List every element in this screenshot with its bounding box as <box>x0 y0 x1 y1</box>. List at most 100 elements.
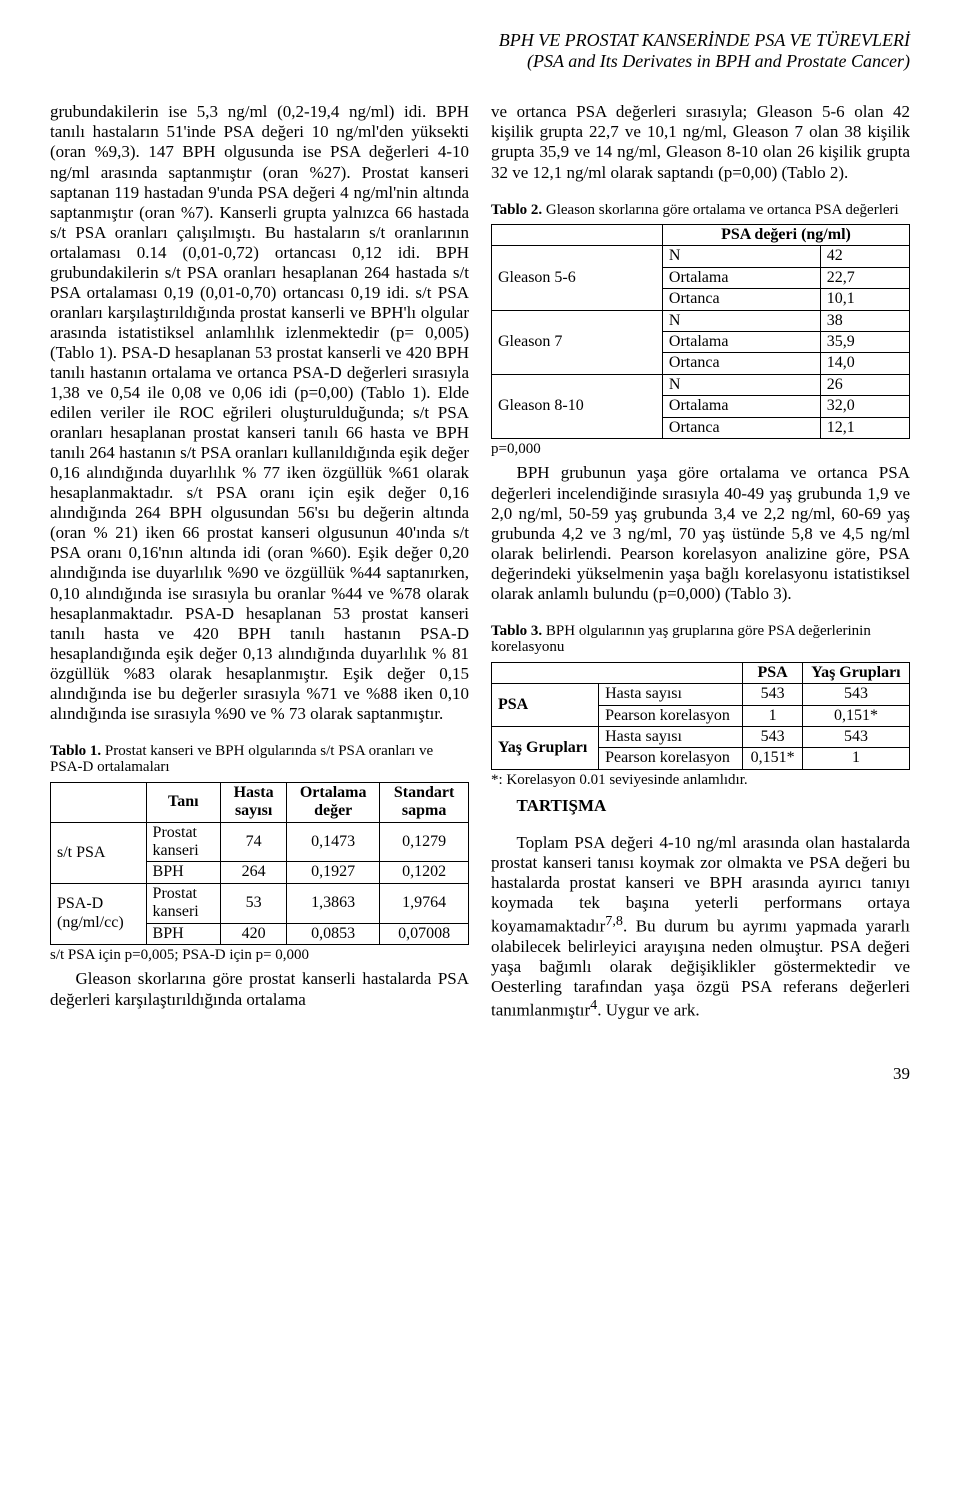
right-paragraph-1: ve ortanca PSA değerleri sırasıyla; Glea… <box>491 102 910 182</box>
table-cell: 42 <box>820 246 909 267</box>
left-column: grubundakilerin ise 5,3 ng/ml (0,2-19,4 … <box>50 85 469 1038</box>
table-cell: N <box>662 310 820 331</box>
table-2-caption-text: Gleason skorlarına göre ortalama ve orta… <box>542 202 899 218</box>
right-paragraph-2: BPH grubunun yaşa göre ortalama ve ortan… <box>491 463 910 603</box>
table-row: PSA-D (ng/ml/cc) Prostat kanseri 53 1,38… <box>51 883 469 923</box>
table-cell: N <box>662 246 820 267</box>
table-cell: Ortanca <box>662 417 820 438</box>
header-line-2: (PSA and Its Derivates in BPH and Prosta… <box>50 51 910 72</box>
table-3-caption: Tablo 3. BPH olgularının yaş gruplarına … <box>491 621 910 658</box>
table-cell: 0,1279 <box>380 822 469 862</box>
table-cell: Ortanca <box>662 289 820 310</box>
table-1-header-row: Tanı Hasta sayısı Ortalama değer Standar… <box>51 782 469 822</box>
table-3-container: Tablo 3. BPH olgularının yaş gruplarına … <box>491 621 910 788</box>
page-root: BPH VE PROSTAT KANSERİNDE PSA VE TÜREVLE… <box>0 0 960 1058</box>
table-1-h0 <box>51 782 147 822</box>
table-3-group-1: Yaş Grupları <box>492 726 599 769</box>
table-3: PSA Yaş Grupları PSA Hasta sayısı 543 54… <box>491 662 910 770</box>
table-3-footnote: *: Korelasyon 0.01 seviyesinde anlamlıdı… <box>491 772 910 789</box>
table-cell: 0,1473 <box>287 822 380 862</box>
table-cell: Prostat kanseri <box>146 883 221 923</box>
table-row: Yaş Grupları Hasta sayısı 543 543 <box>492 726 910 747</box>
table-3-col-psa: PSA <box>743 662 803 683</box>
table-3-header-row: PSA Yaş Grupları <box>492 662 910 683</box>
table-cell: N <box>662 374 820 395</box>
header-line-1: BPH VE PROSTAT KANSERİNDE PSA VE TÜREVLE… <box>50 30 910 51</box>
table-1-caption-label: Tablo 1. <box>50 743 101 759</box>
table-1-h2: Hasta sayısı <box>221 782 287 822</box>
right-paragraph-3: Toplam PSA değeri 4-10 ng/ml arasında ol… <box>491 833 910 1021</box>
table-2-super-header-row: PSA değeri (ng/ml) <box>492 225 910 246</box>
table-1-caption: Tablo 1. Prostat kanseri ve BPH olguları… <box>50 741 469 778</box>
table-cell: 543 <box>802 684 909 705</box>
table-2-footnote: p=0,000 <box>491 441 910 458</box>
table-cell: 1,9764 <box>380 883 469 923</box>
two-column-layout: grubundakilerin ise 5,3 ng/ml (0,2-19,4 … <box>50 85 910 1038</box>
table-cell: 543 <box>743 684 803 705</box>
table-cell: Ortalama <box>662 332 820 353</box>
table-1-h3: Ortalama değer <box>287 782 380 822</box>
table-cell: 38 <box>820 310 909 331</box>
table-2-caption-label: Tablo 2. <box>491 202 542 218</box>
table-1-group-1: PSA-D (ng/ml/cc) <box>51 883 147 944</box>
table-row: Gleason 5-6 N 42 <box>492 246 910 267</box>
left-paragraph-2: Gleason skorlarına göre prostat kanserli… <box>50 969 469 1009</box>
table-cell: 10,1 <box>820 289 909 310</box>
table-cell: Pearson korelasyon <box>599 705 743 726</box>
table-2: PSA değeri (ng/ml) Gleason 5-6 N 42 Orta… <box>491 224 910 439</box>
table-cell: 264 <box>221 862 287 883</box>
table-3-group-0: PSA <box>492 684 599 727</box>
table-cell: 543 <box>743 726 803 747</box>
left-paragraph-1: grubundakilerin ise 5,3 ng/ml (0,2-19,4 … <box>50 102 469 723</box>
table-1-container: Tablo 1. Prostat kanseri ve BPH olguları… <box>50 741 469 964</box>
table-3-caption-text: BPH olgularının yaş gruplarına göre PSA … <box>491 623 871 656</box>
section-heading-discussion: TARTIŞMA <box>491 796 910 816</box>
table-row: PSA Hasta sayısı 543 543 <box>492 684 910 705</box>
table-cell: BPH <box>146 862 221 883</box>
table-cell: 14,0 <box>820 353 909 374</box>
table-1-group-0: s/t PSA <box>51 822 147 883</box>
table-2-group-2: Gleason 8-10 <box>492 374 663 438</box>
table-1-caption-text: Prostat kanseri ve BPH olgularında s/t P… <box>50 743 433 776</box>
table-cell: BPH <box>146 923 221 944</box>
table-cell: 0,1202 <box>380 862 469 883</box>
table-row: Gleason 8-10 N 26 <box>492 374 910 395</box>
table-2-super-header: PSA değeri (ng/ml) <box>662 225 909 246</box>
table-cell: Hasta sayısı <box>599 684 743 705</box>
table-3-caption-label: Tablo 3. <box>491 623 542 639</box>
table-cell: Ortalama <box>662 267 820 288</box>
table-cell: Hasta sayısı <box>599 726 743 747</box>
table-1-h4: Standart sapma <box>380 782 469 822</box>
table-row: Gleason 7 N 38 <box>492 310 910 331</box>
running-header: BPH VE PROSTAT KANSERİNDE PSA VE TÜREVLE… <box>50 30 910 71</box>
table-2-group-1: Gleason 7 <box>492 310 663 374</box>
page-number: 39 <box>0 1058 960 1084</box>
table-cell: 1 <box>743 705 803 726</box>
table-cell: 0,151* <box>802 705 909 726</box>
table-cell: 0,1927 <box>287 862 380 883</box>
table-cell: 1 <box>802 748 909 769</box>
table-cell: 0,0853 <box>287 923 380 944</box>
table-row: s/t PSA Prostat kanseri 74 0,1473 0,1279 <box>51 822 469 862</box>
table-cell: 1,3863 <box>287 883 380 923</box>
table-cell: Prostat kanseri <box>146 822 221 862</box>
table-2-group-0: Gleason 5-6 <box>492 246 663 310</box>
table-cell: 420 <box>221 923 287 944</box>
table-1: Tanı Hasta sayısı Ortalama değer Standar… <box>50 782 469 945</box>
table-cell: Pearson korelasyon <box>599 748 743 769</box>
table-cell: 26 <box>820 374 909 395</box>
table-cell: 12,1 <box>820 417 909 438</box>
table-cell: 74 <box>221 822 287 862</box>
table-1-h1: Tanı <box>146 782 221 822</box>
table-cell: Ortanca <box>662 353 820 374</box>
table-1-footnote: s/t PSA için p=0,005; PSA-D için p= 0,00… <box>50 947 469 964</box>
table-3-col-age: Yaş Grupları <box>802 662 909 683</box>
table-2-caption: Tablo 2. Gleason skorlarına göre ortalam… <box>491 200 910 221</box>
table-cell: 35,9 <box>820 332 909 353</box>
table-cell: 22,7 <box>820 267 909 288</box>
table-cell: 32,0 <box>820 396 909 417</box>
table-2-container: Tablo 2. Gleason skorlarına göre ortalam… <box>491 200 910 458</box>
table-cell: Ortalama <box>662 396 820 417</box>
table-cell: 0,07008 <box>380 923 469 944</box>
table-cell: 543 <box>802 726 909 747</box>
